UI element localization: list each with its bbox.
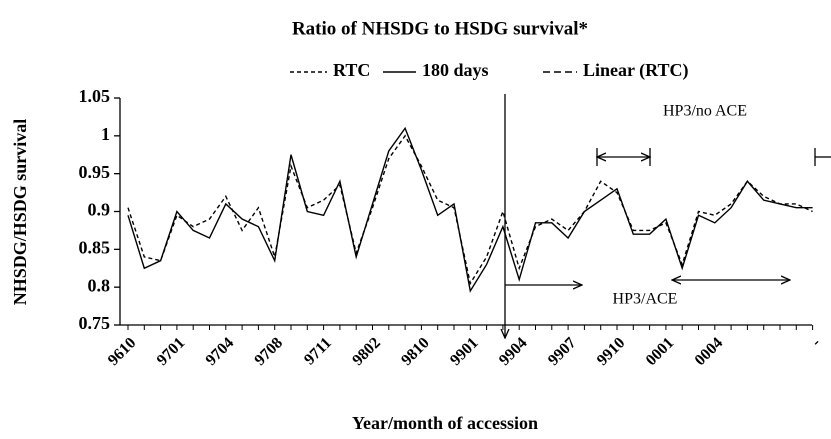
x-tick-label: 9904: [496, 334, 531, 369]
y-tick-label: 0.9: [88, 200, 111, 220]
x-tick-label: -: [808, 334, 824, 350]
legend-label: RTC: [333, 60, 370, 80]
legend-label: 180 days: [422, 60, 489, 80]
x-tick-label: 9810: [398, 334, 433, 369]
y-tick-label: 0.75: [79, 313, 111, 333]
y-tick-label: 0.95: [79, 162, 111, 182]
legend-label: Linear (RTC): [583, 60, 689, 81]
x-tick-label: 9711: [301, 334, 335, 368]
x-tick-label: 0004: [692, 334, 727, 369]
annotation: HP3/ACE: [613, 291, 678, 308]
x-tick-label: 9701: [154, 334, 189, 369]
x-tick-label: 9802: [349, 334, 384, 369]
y-axis-label: NHSDG/HSDG survival: [10, 119, 30, 306]
y-tick-label: 1.05: [79, 86, 111, 106]
y-tick-label: 0.8: [88, 275, 111, 295]
x-tick-label: 9907: [545, 334, 580, 369]
line-series: [127, 126, 813, 293]
chart-title: Ratio of NHSDG to HSDG survival*: [292, 18, 588, 39]
line-series: [127, 134, 813, 286]
x-axis-label: Year/month of accession: [352, 413, 538, 433]
x-tick-label: 9708: [251, 334, 286, 369]
annotation: HP3/no ACE: [663, 103, 747, 120]
x-tick-label: 9610: [105, 334, 140, 369]
x-tick-label: 0001: [643, 334, 678, 369]
x-tick-label: 9704: [203, 334, 238, 369]
x-tick-label: 9910: [594, 334, 629, 369]
y-tick-label: 1: [101, 124, 110, 144]
x-tick-label: 9901: [447, 334, 482, 369]
y-tick-label: 0.85: [79, 237, 111, 257]
